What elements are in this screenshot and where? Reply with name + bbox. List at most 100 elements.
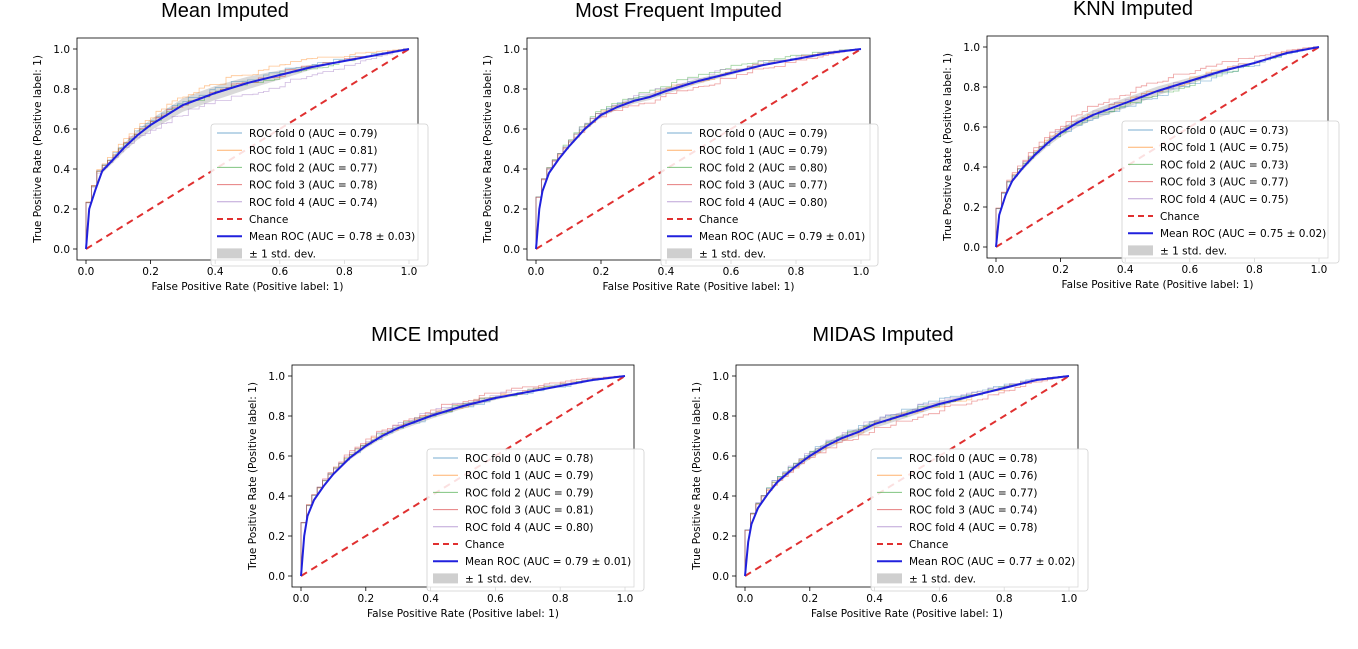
chance-line (300, 375, 626, 577)
x-tick-label: 0.0 (988, 264, 1005, 276)
legend-entry-label: ROC fold 4 (AUC = 0.74) (249, 197, 378, 209)
legend-entry-label: ROC fold 2 (AUC = 0.80) (699, 162, 828, 174)
legend-entry-label: ROC fold 1 (AUC = 0.75) (1160, 142, 1289, 154)
mean-roc-line (535, 48, 862, 250)
y-tick-label: 0.8 (503, 84, 520, 96)
y-axis-label: True Positive Rate (Positive label: 1) (247, 382, 259, 571)
legend-entry-label: ROC fold 1 (AUC = 0.76) (909, 470, 1038, 482)
x-tick-label: 0.2 (142, 266, 159, 278)
y-tick-label: 0.2 (712, 531, 729, 543)
legend-entry-label: ROC fold 3 (AUC = 0.74) (909, 505, 1038, 517)
std-dev-band (745, 376, 1069, 576)
y-tick-label: 0.6 (268, 451, 285, 463)
legend-entry-label: ROC fold 4 (AUC = 0.80) (699, 197, 828, 209)
legend-entry-label: Mean ROC (AUC = 0.79 ± 0.01) (699, 231, 865, 243)
x-tick-label: 0.8 (996, 593, 1013, 605)
legend-entry-label: ROC fold 3 (AUC = 0.77) (699, 180, 828, 192)
chance-line (995, 46, 1320, 248)
x-tick-label: 1.0 (1061, 593, 1078, 605)
y-axis-label: True Positive Rate (Positive label: 1) (942, 53, 954, 242)
x-tick-label: 0.0 (737, 593, 754, 605)
roc-fold-0-line (85, 48, 409, 249)
x-tick-label: 0.8 (552, 593, 569, 605)
y-tick-label: 0.8 (712, 411, 729, 423)
mean-roc-line (744, 375, 1070, 577)
roc-chart: 0.0 0.2 0.4 0.6 0.8 1.0 0.0 0.2 0.4 0.6 0.8 1.0 Fals… (482, 37, 879, 293)
legend-entry-label: ± 1 std. dev. (465, 573, 532, 585)
roc-fold-4-line (85, 48, 409, 249)
roc-fold-3-line (995, 46, 1319, 247)
chance-line (744, 375, 1070, 577)
x-tick-label: 0.8 (336, 266, 353, 278)
roc-fold-1-line (85, 48, 409, 249)
y-tick-label: 0.2 (963, 202, 980, 214)
y-axis-label: True Positive Rate (Positive label: 1) (691, 382, 703, 571)
x-tick-label: 0.4 (658, 266, 675, 278)
legend-box (1121, 120, 1340, 264)
y-tick-label: 0.0 (963, 242, 980, 254)
legend-entry-label: ROC fold 0 (AUC = 0.73) (1160, 125, 1289, 137)
x-tick-label: 0.6 (271, 266, 288, 278)
y-tick-label: 0.4 (268, 491, 285, 503)
legend-box (660, 123, 879, 267)
roc-chart: 0.0 0.2 0.4 0.6 0.8 1.0 0.0 0.2 0.4 0.6 0.8 1.0 Fals… (942, 35, 1340, 291)
chart-title: MIDAS Imputed (812, 324, 954, 346)
x-tick-label: 1.0 (853, 266, 870, 278)
y-tick-label: 1.0 (712, 371, 729, 383)
chart-panel-mice: MICE Imputed 0.0 0.2 0.4 0.6 0.8 1.0 0.0 0.2 0.4… (215, 324, 655, 644)
legend-entry-label: ± 1 std. dev. (909, 573, 976, 585)
legend-entry-label: ROC fold 0 (AUC = 0.79) (699, 128, 828, 140)
y-tick-label: 0.0 (503, 244, 520, 256)
chart-panel-midas: MIDAS Imputed 0.0 0.2 0.4 0.6 0.8 1.0 0.0 0.2 0.… (663, 324, 1103, 644)
legend-entry-label: ROC fold 4 (AUC = 0.80) (465, 522, 594, 534)
legend-entry-label: ROC fold 4 (AUC = 0.78) (909, 522, 1038, 534)
legend-entry-label: ROC fold 0 (AUC = 0.78) (909, 453, 1038, 465)
chart-panel-mean: Mean Imputed 0.0 0.2 0.4 0.6 0.8 1.0 0.0 0.2 0.4… (0, 0, 450, 315)
legend: ROC fold 0 (AUC = 0.79) ROC fold 1 (AUC =… (210, 123, 429, 267)
x-tick-label: 0.4 (866, 593, 883, 605)
chance-line (535, 48, 862, 250)
y-axis-label: True Positive Rate (Positive label: 1) (482, 55, 494, 244)
chart-title: Most Frequent Imputed (575, 0, 782, 22)
legend-key-band (433, 573, 458, 584)
y-tick-label: 0.6 (963, 122, 980, 134)
legend-entry-label: ROC fold 2 (AUC = 0.73) (1160, 159, 1289, 171)
roc-fold-3-line (85, 48, 409, 249)
y-tick-label: 0.6 (503, 124, 520, 136)
legend-entry-label: ROC fold 4 (AUC = 0.75) (1160, 194, 1289, 206)
legend-entry-label: ROC fold 3 (AUC = 0.81) (465, 505, 594, 517)
y-tick-label: 1.0 (53, 44, 70, 56)
y-tick-label: 0.2 (53, 204, 70, 216)
chance-line (85, 48, 410, 250)
roc-fold-4-line (300, 375, 625, 576)
std-dev-band (86, 49, 409, 249)
y-tick-label: 1.0 (503, 44, 520, 56)
x-tick-label: 0.2 (357, 593, 374, 605)
y-tick-label: 0.4 (503, 164, 520, 176)
roc-fold-3-line (744, 375, 1069, 576)
legend-entry-label: ROC fold 2 (AUC = 0.79) (465, 487, 594, 499)
x-tick-label: 1.0 (401, 266, 418, 278)
legend-entry-label: ± 1 std. dev. (699, 248, 766, 260)
chart-title: KNN Imputed (1072, 0, 1194, 20)
y-tick-label: 0.4 (53, 164, 70, 176)
x-tick-label: 0.2 (801, 593, 818, 605)
legend-entry-label: ± 1 std. dev. (249, 248, 316, 260)
legend-entry-label: ROC fold 2 (AUC = 0.77) (909, 487, 1038, 499)
legend-entry-label: Chance (249, 214, 288, 226)
legend-box (210, 123, 429, 267)
y-tick-label: 1.0 (268, 371, 285, 383)
legend-entry-label: ROC fold 0 (AUC = 0.78) (465, 453, 594, 465)
legend-entry-label: ROC fold 1 (AUC = 0.81) (249, 145, 378, 157)
legend-key-band (667, 248, 692, 259)
x-tick-label: 1.0 (617, 593, 634, 605)
legend-entry-label: Chance (699, 214, 738, 226)
x-tick-label: 0.0 (78, 266, 95, 278)
x-tick-label: 0.8 (1246, 264, 1263, 276)
legend-entry-label: Mean ROC (AUC = 0.77 ± 0.02) (909, 556, 1075, 568)
x-tick-label: 0.0 (528, 266, 545, 278)
y-tick-label: 0.4 (963, 162, 980, 174)
roc-fold-3-line (535, 48, 861, 249)
x-tick-label: 0.2 (1052, 264, 1069, 276)
x-axis-label: False Positive Rate (Positive label: 1) (152, 281, 344, 293)
